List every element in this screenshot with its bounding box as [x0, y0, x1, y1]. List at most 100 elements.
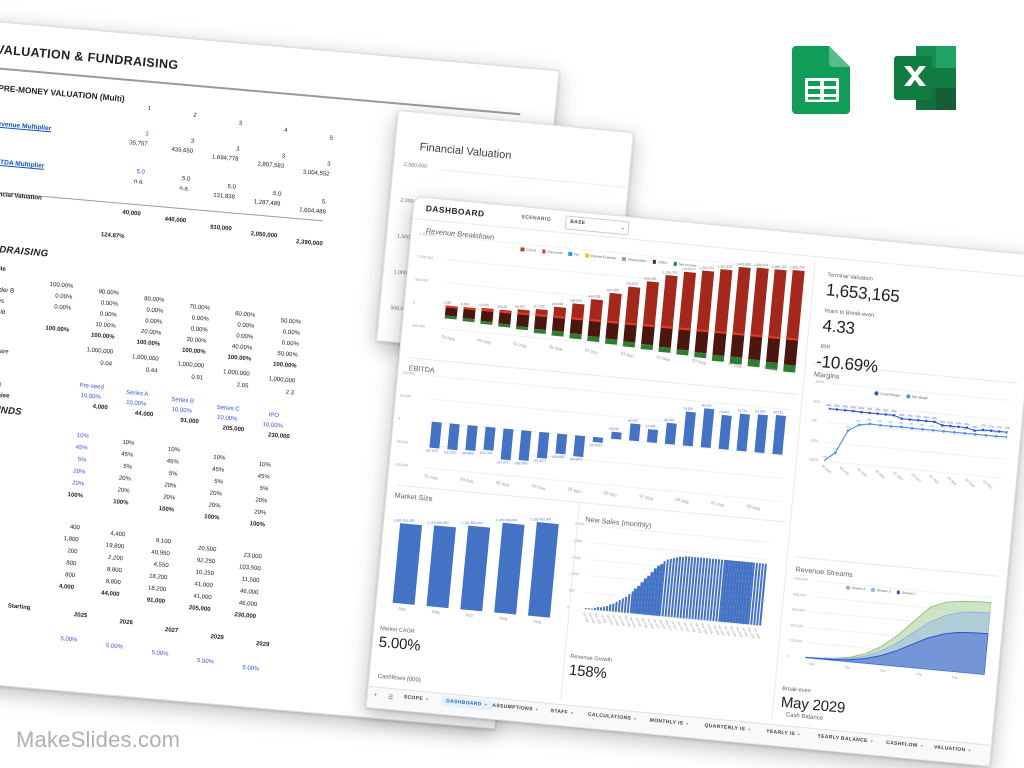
- uof-amount-value: 800: [64, 572, 76, 580]
- sheet-tab-yearly-balance[interactable]: YEARLY BALANCE ▾: [817, 733, 873, 744]
- chevron-down-icon[interactable]: ▾: [968, 747, 971, 753]
- rb-x-tick: Q1 2026: [512, 341, 527, 349]
- mg-data-label: 26%: [899, 413, 905, 417]
- sheet-tab-monthly-is[interactable]: MONTHLY IS ▾: [649, 718, 689, 728]
- dashboard-sheet[interactable]: DASHBOARD SCENARIO BASE ▾ Revenue Breakd…: [365, 196, 1024, 767]
- uof-amount-value: 91,000: [146, 597, 166, 606]
- uof-pct-value: 100%: [249, 520, 266, 529]
- wacc-value: 5.00%: [60, 636, 78, 644]
- mg-data-label: 26%: [915, 415, 921, 419]
- sheet-tab-valuation[interactable]: VALUATION ▾: [934, 744, 971, 753]
- chevron-down-icon[interactable]: ▾: [425, 696, 429, 702]
- rb-bar-netincome: [497, 323, 511, 328]
- sheet-tab-dashboard[interactable]: DASHBOARD ▾: [440, 695, 493, 711]
- chevron-down-icon[interactable]: ▾: [686, 720, 689, 727]
- mg-data-label: 33%: [874, 408, 881, 412]
- eb-y-tick: 100,000: [402, 370, 416, 376]
- premoney-value: 3,004,552: [302, 169, 330, 178]
- sheet-tab-scope[interactable]: SCOPE ▾: [403, 694, 428, 702]
- mg-x-tick: Q3 2029: [982, 478, 994, 490]
- cap-table-value: 100.00%: [136, 340, 161, 349]
- sheet-tab-calculations[interactable]: CALCULATIONS ▾: [588, 712, 637, 723]
- use-of-funds-heading: USE OF FUNDS: [0, 400, 23, 418]
- chevron-down-icon[interactable]: ▾: [747, 726, 751, 733]
- eb-x-tick: Q3 2026: [531, 483, 546, 492]
- price-per-share-value: 0.04: [99, 360, 113, 368]
- premoney-row-link[interactable]: Revenue Multiplier: [0, 120, 52, 133]
- eb-bar: [483, 426, 496, 451]
- rb-bar-netincome: [604, 338, 618, 345]
- sheet-tab-quarterly-is[interactable]: QUARTERLY IS ▾: [704, 723, 751, 733]
- all-sheets-icon[interactable]: ☰: [387, 694, 394, 702]
- mg-data-label: 4%: [993, 431, 998, 435]
- mg-data-label: 34%: [834, 404, 840, 408]
- chevron-down-icon[interactable]: ▾: [797, 731, 801, 737]
- rb-data-label: 440,730: [588, 294, 601, 299]
- shares-to-sell-value: 10.00%: [262, 421, 284, 430]
- eb-data-label: 36,453: [627, 418, 638, 423]
- financial-valuation-value: 40,000: [122, 209, 141, 218]
- microsoft-excel-icon[interactable]: [892, 42, 958, 114]
- mg-x-tick: Q1 2028: [928, 473, 940, 485]
- uof-pct-value: 20%: [71, 480, 85, 488]
- mg-data-label: 17%: [832, 447, 839, 452]
- eb-data-label: (44,647): [569, 456, 582, 461]
- cap-table-value: 50.00%: [277, 350, 298, 359]
- uof-amount-value: 40,950: [151, 550, 170, 558]
- premoney-value: 35,757: [128, 140, 148, 148]
- legend-label: Depreciation: [627, 257, 647, 264]
- ms-data-label: 1,220,900,000: [496, 518, 518, 523]
- rb-bar-netincome: [658, 346, 671, 354]
- wacc-col-header: 2026: [119, 619, 134, 627]
- ms-x-tick: 2026: [431, 609, 440, 616]
- chevron-down-icon[interactable]: ▾: [633, 716, 637, 722]
- cap-table-value: 0.00%: [190, 325, 208, 334]
- rb-y-tick: 0: [412, 300, 416, 305]
- uof-amount-value: 11,500: [241, 576, 260, 584]
- add-sheet-icon[interactable]: +: [373, 692, 378, 699]
- eb-bar: [682, 411, 697, 447]
- eb-data-label: (43,059): [551, 454, 565, 459]
- uof-amount-value: 205,000: [188, 604, 211, 613]
- tab-label: MONTHLY IS: [649, 717, 684, 727]
- google-sheets-icon[interactable]: [790, 42, 856, 114]
- tab-label: ASSUMPTIONS: [492, 702, 534, 713]
- sheet-tabs[interactable]: SCOPE ▾ DASHBOARD ▾ ASSUMPTIONS ▾ STAFF ▾ CALCUL…: [369, 687, 991, 753]
- mg-data-label: 4%: [888, 421, 893, 425]
- cap-table-value: 50.00%: [280, 318, 302, 326]
- mg-x-tick: Q1 2029: [964, 477, 976, 489]
- chevron-down-icon[interactable]: ▾: [570, 710, 574, 716]
- ns-y-tick: 0: [566, 605, 570, 610]
- chevron-down-icon[interactable]: ▾: [870, 738, 874, 744]
- chevron-down-icon[interactable]: ▾: [484, 701, 488, 708]
- cap-table-value: 0.00%: [99, 311, 117, 319]
- rb-bar-netincome: [622, 341, 636, 348]
- wacc-value: 5.00%: [196, 657, 215, 666]
- premoney-row-link[interactable]: EBITDA Multiplier: [0, 158, 45, 170]
- uof-pct-value: 20%: [164, 482, 177, 490]
- watermark: MakeSlides.com: [16, 727, 181, 752]
- uof-pct-value: 20%: [117, 487, 130, 495]
- sheet-tab-yearly-is[interactable]: YEARLY IS ▾: [766, 729, 801, 738]
- chevron-down-icon[interactable]: ▾: [920, 743, 924, 749]
- scenario-dropdown[interactable]: BASE ▾: [564, 214, 630, 235]
- mg-y-tick: 0%: [811, 418, 818, 423]
- eb-x-tick: Q3 2029: [746, 503, 761, 512]
- ns-y-tick: 1,500: [571, 555, 581, 560]
- sheet-tab-cashflow[interactable]: CASHFLOW ▾: [886, 740, 923, 749]
- mg-x-tick: Q3 2026: [874, 468, 886, 480]
- financial-valuation-chart-title: Financial Valuation: [419, 141, 512, 162]
- sheet-tab-staff[interactable]: STAFF ▾: [550, 708, 573, 716]
- mg-x-tick: Q1 2025: [820, 463, 832, 475]
- cap-table-value: 100.00%: [227, 354, 252, 363]
- irr-label: IRR: [820, 343, 831, 351]
- shares-to-sell-value: 10.00%: [125, 400, 147, 408]
- uof-amount-value: 20,500: [197, 545, 217, 553]
- rb-x-tick: Q3 2027: [620, 351, 635, 360]
- sheet-tab-assumptions[interactable]: ASSUMPTIONS ▾: [492, 703, 538, 713]
- uof-pct-value: 10%: [258, 461, 272, 469]
- rb-data-label: 298,630: [569, 298, 582, 303]
- rs-y-tick: 100,000: [788, 638, 802, 644]
- rb-y-tick: 1,500,000: [419, 231, 436, 238]
- chevron-down-icon[interactable]: ▾: [535, 706, 539, 712]
